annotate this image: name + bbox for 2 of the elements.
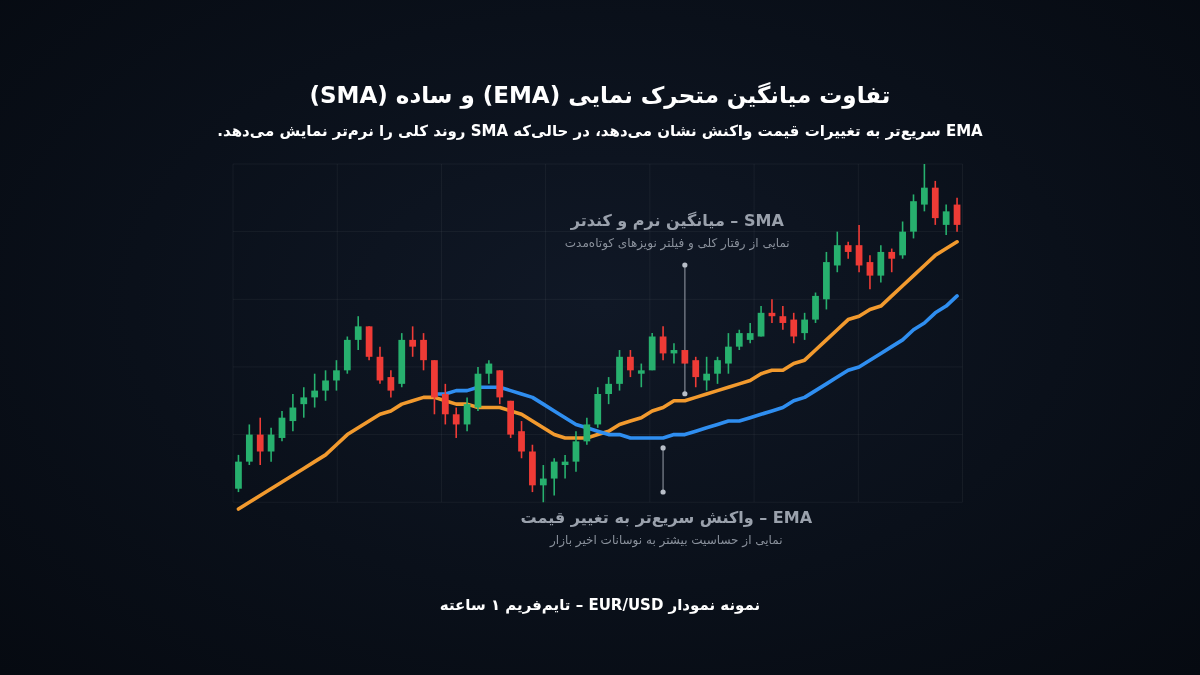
title: تفاوت میانگین متحرک نمایی (EMA) و ساده (SMA) (309, 82, 891, 110)
subtitle: EMA سریع‌تر به تغییرات قیمت واکنش نشان می‌دهد، در حالی‌که SMA روند کلی را نرم‌تر نمایش می‌دهد. (217, 122, 983, 140)
